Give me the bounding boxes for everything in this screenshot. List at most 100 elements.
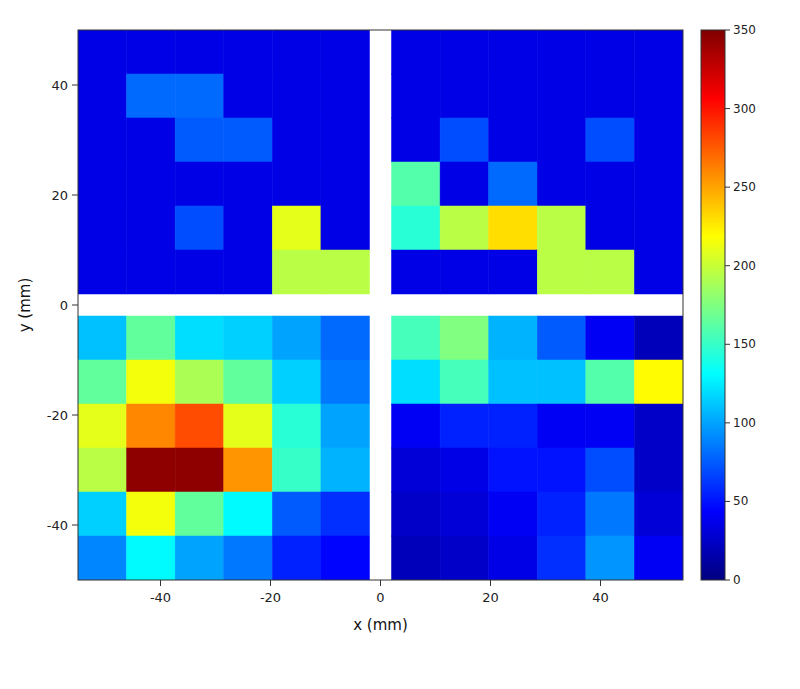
colorbar-tick-label: 0 (733, 573, 741, 587)
cell (224, 404, 273, 448)
cell (272, 492, 321, 536)
cell (489, 206, 538, 250)
cell (127, 118, 176, 162)
cell (272, 316, 321, 360)
cell (586, 118, 635, 162)
cell (634, 118, 683, 162)
cell (440, 118, 489, 162)
x-tick-label: 40 (592, 590, 609, 605)
cell (392, 162, 441, 206)
cell (392, 536, 441, 580)
cell (440, 74, 489, 118)
cell (634, 206, 683, 250)
y-tick (72, 195, 78, 196)
cell (489, 448, 538, 492)
cell (392, 30, 441, 74)
cell (272, 448, 321, 492)
cell (537, 492, 586, 536)
colorbar-tick-label: 350 (733, 23, 756, 37)
cell (489, 536, 538, 580)
cell (489, 360, 538, 404)
cell (537, 536, 586, 580)
cell (127, 250, 176, 294)
cell (175, 536, 224, 580)
cell (321, 250, 370, 294)
y-tick-label: -20 (47, 408, 68, 423)
cell (634, 536, 683, 580)
y-axis-label: y (mm) (16, 278, 34, 333)
cell (586, 316, 635, 360)
colorbar-tick (725, 187, 730, 188)
cell (586, 30, 635, 74)
cell (272, 404, 321, 448)
cell (78, 250, 127, 294)
cell (392, 74, 441, 118)
cell (634, 316, 683, 360)
cell (440, 162, 489, 206)
x-tick-label: -20 (260, 590, 281, 605)
cell (489, 162, 538, 206)
cell (440, 492, 489, 536)
colorbar-tick-label: 250 (733, 180, 756, 194)
colorbar-tick (725, 344, 730, 345)
y-tick (72, 85, 78, 86)
cell (537, 360, 586, 404)
cell (224, 206, 273, 250)
cell (127, 536, 176, 580)
cell (634, 162, 683, 206)
cell (489, 118, 538, 162)
cell (586, 448, 635, 492)
x-tick-label: 20 (482, 590, 499, 605)
cell (440, 30, 489, 74)
cell (175, 404, 224, 448)
cell (489, 404, 538, 448)
cell (586, 536, 635, 580)
cell (175, 118, 224, 162)
colorbar (701, 30, 725, 580)
cell (175, 492, 224, 536)
cell (392, 360, 441, 404)
cell (489, 74, 538, 118)
cell (175, 74, 224, 118)
cell (127, 360, 176, 404)
cells (78, 30, 683, 580)
colorbar-tick (725, 501, 730, 502)
cell (224, 74, 273, 118)
cell (78, 206, 127, 250)
cell (586, 404, 635, 448)
cell (175, 30, 224, 74)
cell (78, 360, 127, 404)
x-tick (380, 580, 381, 586)
cell (586, 250, 635, 294)
cell (175, 206, 224, 250)
cell (537, 206, 586, 250)
cell (321, 74, 370, 118)
cell (537, 404, 586, 448)
plot-frame (78, 30, 683, 580)
cell (634, 360, 683, 404)
y-tick (72, 305, 78, 306)
cell (224, 162, 273, 206)
cell (634, 492, 683, 536)
cell (321, 206, 370, 250)
y-tick-label: 20 (51, 188, 68, 203)
y-tick (72, 525, 78, 526)
cell (537, 448, 586, 492)
colorbar-tick (725, 422, 730, 423)
cell (224, 492, 273, 536)
cell (272, 118, 321, 162)
cell (586, 492, 635, 536)
colorbar-tick-label: 100 (733, 416, 756, 430)
x-tick (270, 580, 271, 586)
cell (392, 448, 441, 492)
cell (392, 206, 441, 250)
x-tick (600, 580, 601, 586)
cell (272, 250, 321, 294)
cell (321, 536, 370, 580)
cell (127, 404, 176, 448)
cell (586, 74, 635, 118)
cell (537, 250, 586, 294)
cell (392, 250, 441, 294)
cell (127, 492, 176, 536)
colorbar-tick (725, 580, 730, 581)
